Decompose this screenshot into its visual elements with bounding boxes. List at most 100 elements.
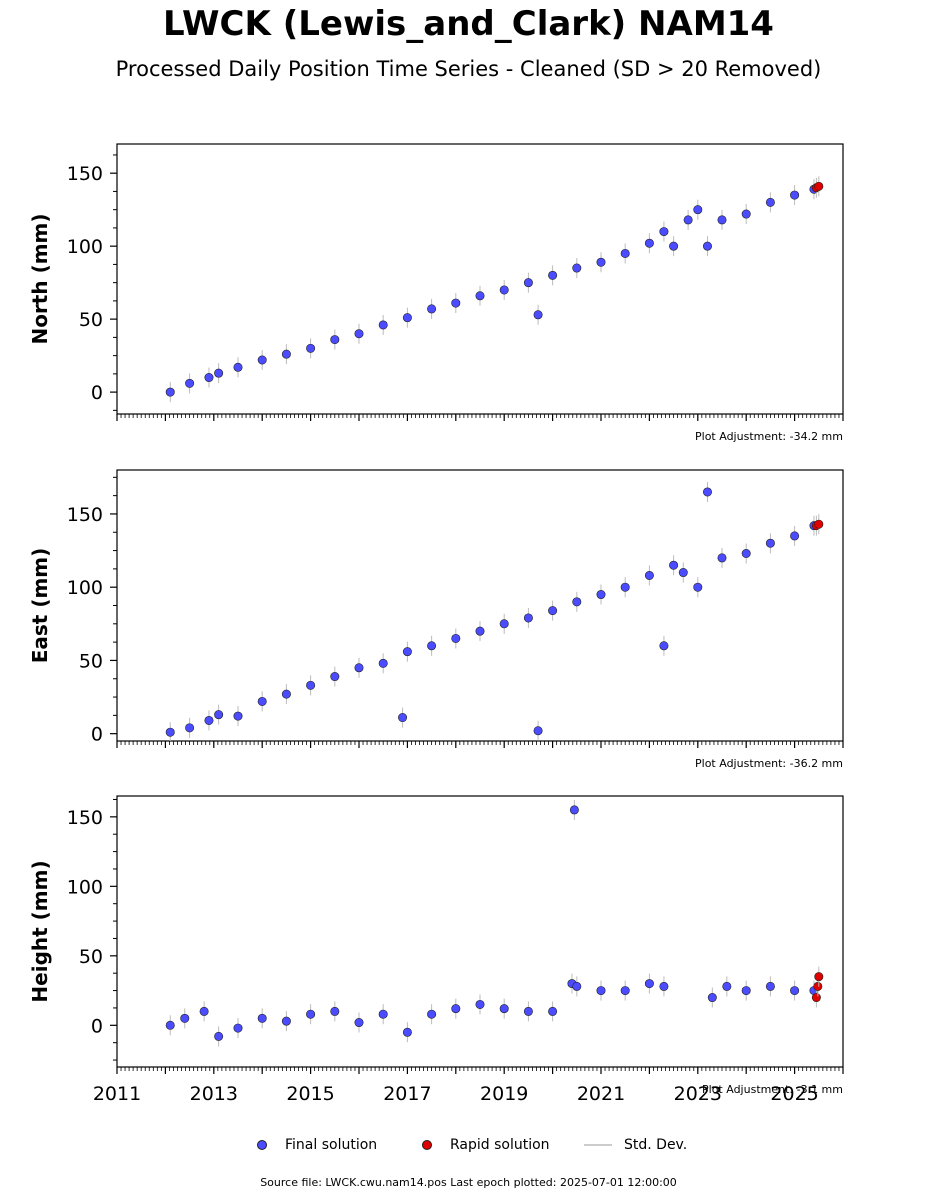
final-marker-icon xyxy=(257,1140,267,1150)
x-tick-label: 2021 xyxy=(577,1083,625,1105)
source-note: Source file: LWCK.cwu.nam14.pos Last epo… xyxy=(260,1176,677,1189)
final-point xyxy=(569,805,579,815)
final-point xyxy=(620,582,630,592)
y-tick-label: 50 xyxy=(79,650,103,672)
legend: Final solution Rapid solution Std. Dev. xyxy=(0,1137,937,1157)
final-point xyxy=(596,590,606,600)
final-point xyxy=(523,278,533,288)
rapid-point xyxy=(814,181,824,191)
legend-std: Std. Dev. xyxy=(584,1137,687,1153)
y-tick-label: 150 xyxy=(67,504,103,526)
x-tick-label: 2011 xyxy=(93,1083,141,1105)
final-point xyxy=(683,215,693,225)
x-tick-label: 2019 xyxy=(480,1083,528,1105)
legend-std-label: Std. Dev. xyxy=(624,1137,688,1153)
final-point xyxy=(572,597,582,607)
final-point xyxy=(281,1016,291,1026)
plot-frame-1 xyxy=(116,469,844,742)
final-point xyxy=(741,548,751,558)
plot-adjustment-note: Plot Adjustment: -36.2 mm xyxy=(695,757,843,770)
final-point xyxy=(233,711,243,721)
final-point xyxy=(165,1020,175,1030)
final-point xyxy=(330,672,340,682)
y-tick-label: 150 xyxy=(67,807,103,829)
final-point xyxy=(659,981,669,991)
final-point xyxy=(214,1031,224,1041)
y-tick-label: 0 xyxy=(91,382,103,404)
legend-final-label: Final solution xyxy=(285,1137,378,1153)
plot-adjustment-note: Plot Adjustment: -34.2 mm xyxy=(695,430,843,443)
y-axis-label: North (mm) xyxy=(28,213,52,344)
final-point xyxy=(199,1006,209,1016)
final-point xyxy=(523,613,533,623)
x-tick-label: 2023 xyxy=(674,1083,722,1105)
final-point xyxy=(765,538,775,548)
final-point xyxy=(402,313,412,323)
final-point xyxy=(702,241,712,251)
final-point xyxy=(306,680,316,690)
chart-subtitle: Processed Daily Position Time Series - C… xyxy=(115,57,822,81)
time-series-chart: 0 50 100 150 North (mm) Plot Adjustment: -34.… xyxy=(28,143,844,1105)
final-point xyxy=(693,582,703,592)
plot-frame-2 xyxy=(116,795,844,1068)
final-point xyxy=(659,227,669,237)
legend-rapid: Rapid solution xyxy=(422,1137,550,1153)
y-tick-label: 0 xyxy=(91,724,103,746)
final-point xyxy=(678,568,688,578)
final-point xyxy=(180,1013,190,1023)
x-tick-label: 2025 xyxy=(770,1083,818,1105)
final-point xyxy=(185,378,195,388)
final-point xyxy=(427,1009,437,1019)
final-point xyxy=(741,986,751,996)
final-point xyxy=(620,248,630,258)
x-tick-label: 2015 xyxy=(286,1083,334,1105)
final-point xyxy=(741,209,751,219)
final-point xyxy=(257,355,267,365)
y-tick-label: 150 xyxy=(67,163,103,185)
final-point xyxy=(717,215,727,225)
x-tick-label: 2013 xyxy=(190,1083,238,1105)
final-point xyxy=(702,487,712,497)
y-tick-label: 50 xyxy=(79,946,103,968)
final-point xyxy=(257,696,267,706)
final-point xyxy=(402,647,412,657)
final-point xyxy=(499,285,509,295)
final-point xyxy=(572,981,582,991)
final-point xyxy=(306,343,316,353)
final-point xyxy=(204,715,214,725)
final-point xyxy=(572,263,582,273)
y-tick-label: 100 xyxy=(67,577,103,599)
final-point xyxy=(257,1013,267,1023)
rapid-point xyxy=(811,993,821,1003)
final-point xyxy=(548,270,558,280)
final-point xyxy=(693,205,703,215)
rapid-marker-icon xyxy=(422,1140,432,1150)
final-point xyxy=(330,1006,340,1016)
final-point xyxy=(354,329,364,339)
legend-final: Final solution xyxy=(257,1137,377,1153)
std-line-icon xyxy=(584,1144,612,1146)
rapid-point xyxy=(814,972,824,982)
final-point xyxy=(204,373,214,383)
chart-title: LWCK (Lewis_and_Clark) NAM14 xyxy=(163,4,774,44)
final-point xyxy=(214,710,224,720)
final-point xyxy=(790,986,800,996)
plot-adjustment-note: Plot Adjustment: -3.1 mm xyxy=(702,1083,843,1096)
final-point xyxy=(790,190,800,200)
final-point xyxy=(451,633,461,643)
final-point xyxy=(620,986,630,996)
final-point xyxy=(669,560,679,570)
final-point xyxy=(402,1027,412,1037)
final-point xyxy=(722,981,732,991)
final-point xyxy=(644,979,654,989)
final-point xyxy=(330,335,340,345)
final-point xyxy=(475,291,485,301)
x-tick-label: 2017 xyxy=(383,1083,431,1105)
final-point xyxy=(499,619,509,629)
final-point xyxy=(378,320,388,330)
final-point xyxy=(281,689,291,699)
y-tick-label: 50 xyxy=(79,309,103,331)
legend-rapid-label: Rapid solution xyxy=(450,1137,550,1153)
final-point xyxy=(165,387,175,397)
final-point xyxy=(533,310,543,320)
